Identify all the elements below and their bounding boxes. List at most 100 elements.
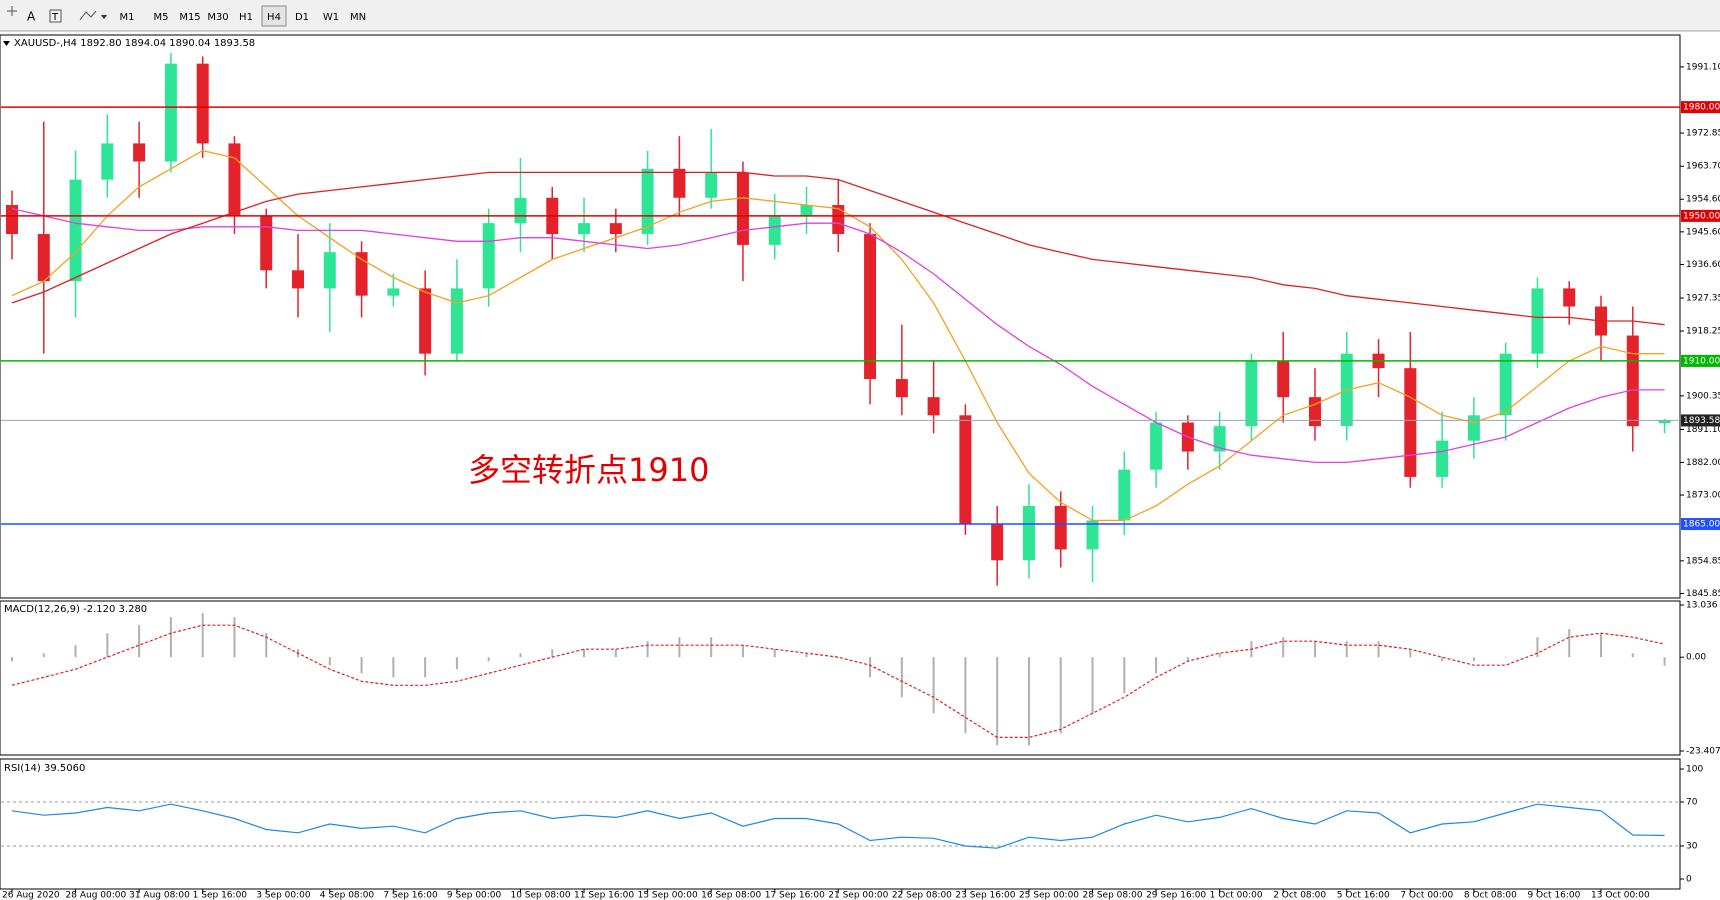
macd-bar [773, 649, 776, 658]
candle-body [578, 223, 591, 235]
macd-bar [360, 657, 363, 674]
x-tick-label: 9 Sep 00:00 [447, 891, 502, 900]
macd-bar [1472, 657, 1475, 662]
macd-bar [1313, 641, 1316, 658]
candle-body [482, 223, 495, 289]
x-tick-label: 11 Sep 16:00 [574, 891, 634, 900]
candle-body [864, 234, 877, 380]
timeframe-button[interactable]: D1 [295, 12, 309, 23]
level-tag [1681, 209, 1720, 222]
y-tick-label: 1882.00 [1686, 458, 1720, 468]
timeframe-button[interactable]: M15 [179, 12, 200, 23]
macd-bar [1663, 657, 1666, 666]
candle-body [1245, 360, 1258, 427]
toolbar [0, 0, 1720, 31]
candle-body [1467, 415, 1480, 441]
macd-bar [424, 657, 427, 678]
macd-bar [1409, 649, 1412, 658]
macd-bar [964, 657, 967, 734]
macd-pane [0, 600, 1681, 756]
symbol-menu[interactable] [3, 41, 10, 46]
candle-body [1626, 335, 1639, 427]
candle-body [1022, 505, 1035, 561]
macd-bar [1631, 653, 1634, 658]
macd-bar [201, 613, 204, 658]
x-tick-label: 28 Aug 00:00 [66, 891, 127, 900]
x-tick-label: 15 Sep 00:00 [638, 891, 698, 900]
x-tick-label: 3 Sep 00:00 [256, 891, 311, 900]
macd-bar [11, 657, 13, 662]
svg-text:T: T [51, 12, 59, 23]
x-tick-label: 16 Sep 08:00 [701, 891, 761, 900]
macd-bar [265, 633, 268, 658]
macd-bar [487, 657, 490, 662]
timeframe-button[interactable]: MN [350, 12, 366, 23]
macd-bar [1155, 657, 1158, 674]
y-tick-label: 1873.00 [1686, 491, 1720, 501]
timeframe-button[interactable]: M1 [120, 12, 135, 23]
candle-body [419, 288, 432, 354]
candle-body [641, 168, 654, 235]
y-tick-label: 0 [1686, 875, 1692, 885]
macd-bar [932, 657, 935, 714]
macd-bar [519, 653, 522, 658]
candle-body [1658, 420, 1671, 424]
candle-body [1213, 426, 1226, 452]
x-tick-label: 31 Aug 08:00 [129, 891, 190, 900]
svg-text:A: A [27, 10, 36, 24]
macd-title: MACD(12,26,9) -2.120 3.280 [4, 604, 147, 615]
macd-bar [42, 653, 45, 658]
macd-bar [900, 657, 903, 698]
candle-body [450, 288, 463, 354]
macd-bar [805, 653, 808, 658]
macd-bar [169, 617, 172, 658]
level-tag [1681, 518, 1720, 531]
candle-body [355, 252, 368, 296]
x-tick-label: 17 Sep 16:00 [765, 891, 825, 900]
rsi-line [11, 803, 1665, 849]
moving-average [11, 207, 1665, 464]
macd-bar [1345, 641, 1348, 658]
y-tick-label: 1854.85 [1686, 556, 1720, 566]
candle-body [1086, 520, 1099, 550]
x-tick-label: 10 Sep 08:00 [510, 891, 570, 900]
y-tick-label: 1963.70 [1686, 162, 1720, 172]
macd-bar [869, 657, 872, 678]
moving-average [11, 171, 1665, 326]
last-price-tag [1681, 414, 1720, 427]
level-label: 1865.00 [1683, 520, 1720, 530]
timeframe-button[interactable]: H4 [267, 12, 281, 23]
macd-bar [233, 617, 236, 658]
macd-bar [646, 641, 649, 658]
candle-body [1054, 505, 1067, 550]
candle-body [292, 270, 305, 289]
x-tick-label: 22 Sep 08:00 [892, 891, 952, 900]
macd-bar [1600, 633, 1602, 658]
x-tick-label: 13 Oct 00:00 [1591, 891, 1650, 900]
candle-body [1563, 288, 1576, 307]
timeframe-button[interactable]: H1 [239, 12, 253, 23]
macd-bar [551, 649, 554, 658]
x-tick-label: 21 Sep 00:00 [828, 891, 888, 900]
x-tick-label: 26 Aug 2020 [2, 891, 60, 900]
candle-body [673, 168, 686, 198]
macd-bar [837, 657, 840, 658]
x-tick-label: 8 Oct 08:00 [1464, 891, 1517, 900]
level-tag [1681, 101, 1720, 114]
x-tick-label: 28 Sep 08:00 [1083, 891, 1143, 900]
timeframe-button[interactable]: M30 [207, 12, 228, 23]
macd-signal [11, 624, 1665, 738]
candle-body [69, 179, 82, 282]
candle-body [1308, 397, 1321, 427]
macd-bar [1441, 657, 1444, 662]
x-tick-label: 2 Oct 08:00 [1273, 891, 1326, 900]
candle-body [37, 234, 50, 282]
level-tag [1681, 354, 1720, 367]
y-tick-label: 1891.10 [1686, 425, 1720, 435]
macd-bar [678, 637, 681, 658]
timeframe-button[interactable]: W1 [323, 12, 339, 23]
timeframe-button[interactable]: M5 [154, 12, 169, 23]
macd-bar [1282, 637, 1285, 658]
macd-bar [1123, 657, 1126, 694]
